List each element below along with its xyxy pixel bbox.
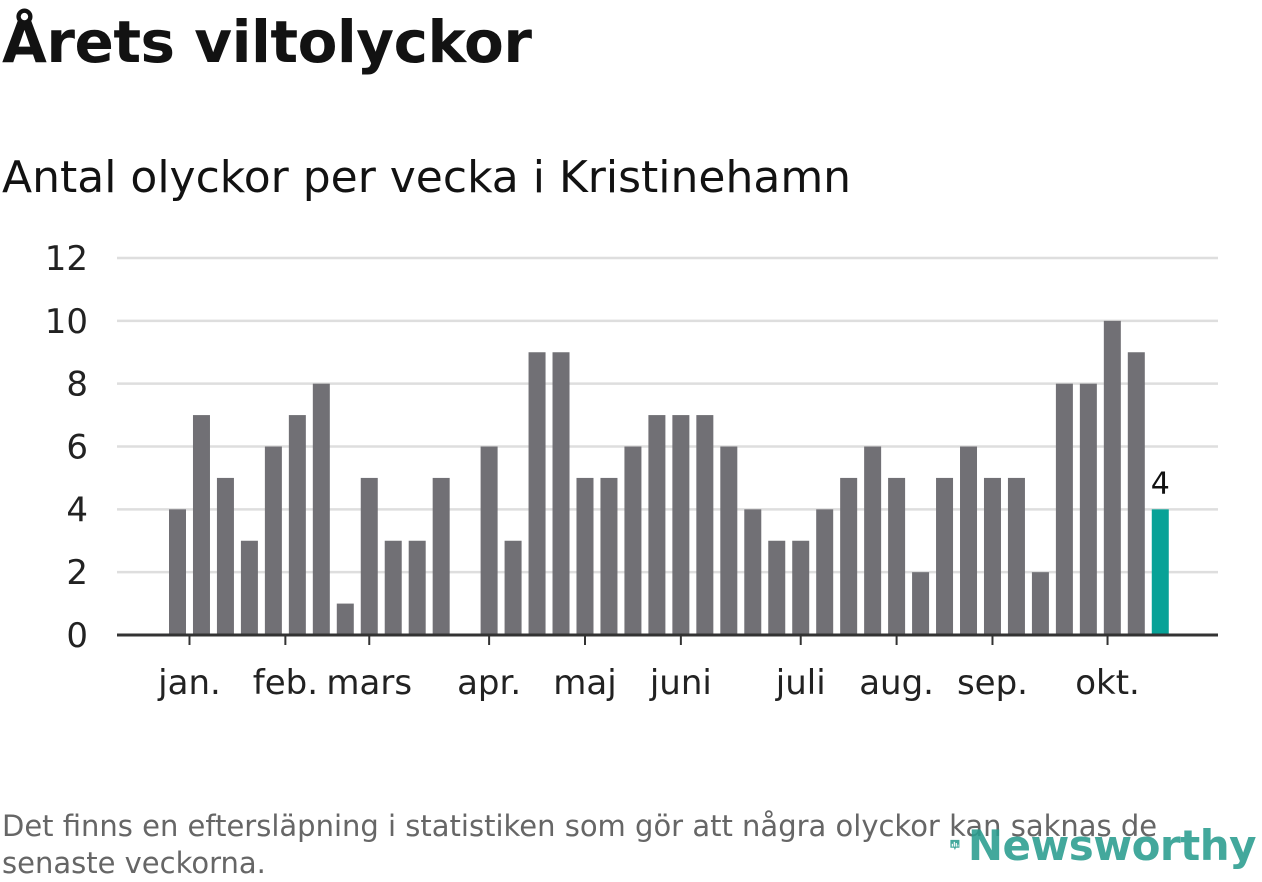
footnote: Det finns en eftersläpning i statistiken… <box>2 809 1158 880</box>
bar <box>888 477 906 635</box>
newsworthy-logo-icon <box>950 839 960 851</box>
y-tick-label: 4 <box>66 490 88 530</box>
bar <box>768 540 786 635</box>
x-tick-label: maj <box>553 663 616 703</box>
bar <box>648 415 666 635</box>
bar <box>1079 383 1097 635</box>
chart-subtitle: Antal olyckor per vecka i Kristinehamn <box>2 152 852 203</box>
bar <box>264 446 282 635</box>
bar <box>792 540 810 635</box>
bar <box>192 415 210 635</box>
bar <box>983 477 1001 635</box>
bar <box>169 509 186 635</box>
bar <box>912 572 930 635</box>
x-tick-label: okt. <box>1075 663 1140 703</box>
x-tick-label: apr. <box>457 663 521 703</box>
bar <box>960 446 978 635</box>
bar <box>528 352 546 635</box>
bar <box>600 477 618 635</box>
y-tick-label: 10 <box>45 302 88 342</box>
bar <box>816 509 834 635</box>
bar <box>1103 320 1121 635</box>
bar <box>744 509 762 635</box>
bar <box>216 477 234 635</box>
x-tick-label: feb. <box>253 663 318 703</box>
bar <box>360 477 378 635</box>
x-tick-label: mars <box>326 663 412 703</box>
bar <box>1007 477 1025 635</box>
bar <box>336 603 354 635</box>
bar <box>840 477 858 635</box>
x-tick-label: juni <box>649 663 712 703</box>
bar <box>696 415 714 635</box>
bar <box>1055 383 1073 635</box>
chart-title: Årets viltolyckor <box>2 8 532 76</box>
bar <box>480 446 498 635</box>
x-tick-label: juli <box>775 663 826 703</box>
y-tick-label: 2 <box>66 553 88 593</box>
bar <box>1031 572 1049 635</box>
bar <box>288 415 306 635</box>
bar <box>504 540 522 635</box>
x-tick-label: jan. <box>157 663 221 703</box>
data-label-background <box>1146 465 1175 500</box>
bar <box>1127 352 1145 635</box>
bar <box>432 477 450 635</box>
bar <box>240 540 258 635</box>
bar <box>312 383 330 635</box>
x-tick-label: sep. <box>957 663 1028 703</box>
bar <box>624 446 642 635</box>
x-tick-label: aug. <box>859 663 934 703</box>
y-tick-label: 6 <box>66 428 88 468</box>
bar <box>384 540 402 635</box>
bar <box>936 477 954 635</box>
bar <box>576 477 594 635</box>
bar <box>672 415 690 635</box>
newsworthy-logo-text: Newsworthy <box>967 820 1257 870</box>
newsworthy-logo: Newsworthy <box>950 814 1257 876</box>
y-tick-label: 0 <box>66 616 88 656</box>
bar <box>864 446 882 635</box>
bar <box>552 352 570 635</box>
y-tick-label: 8 <box>66 365 88 405</box>
bar <box>408 540 426 635</box>
y-tick-label: 12 <box>45 239 88 279</box>
data-label: 4 <box>1151 466 1170 501</box>
bar-highlight <box>1151 509 1169 635</box>
bar <box>720 446 738 635</box>
